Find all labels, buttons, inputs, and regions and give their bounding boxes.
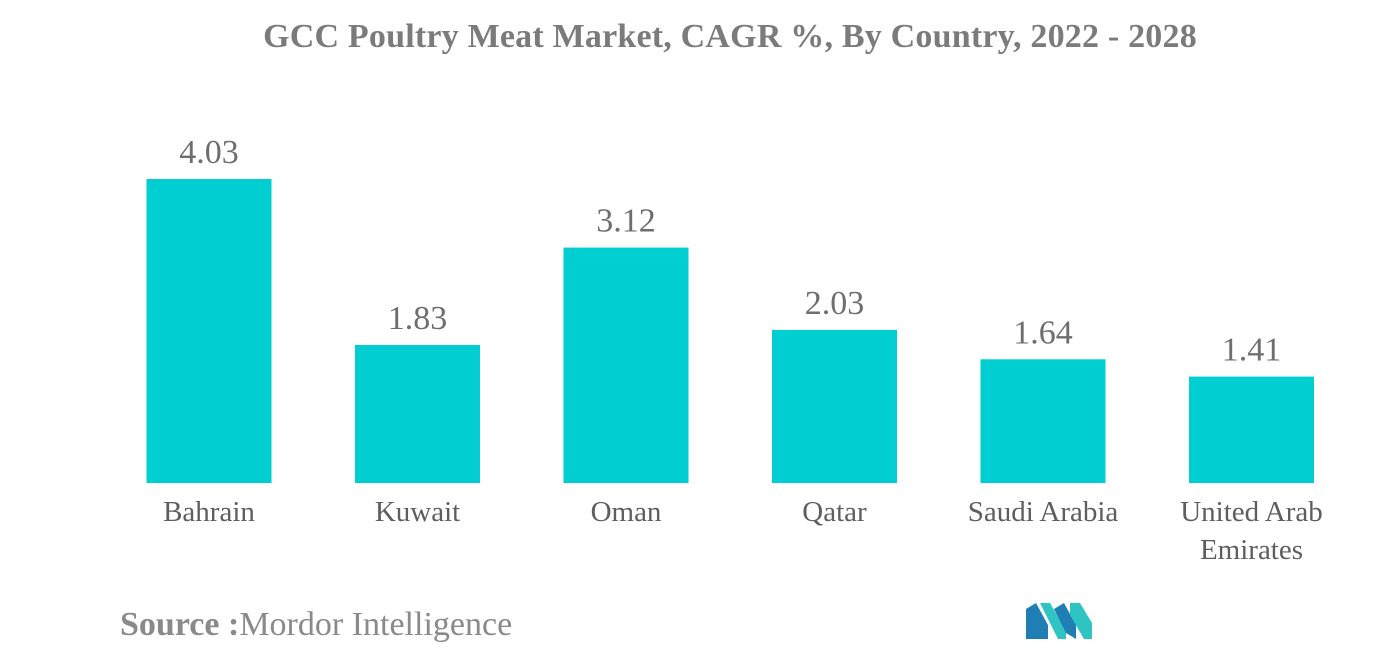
bar-qatar	[772, 329, 897, 483]
bar-bahrain	[146, 179, 272, 483]
mordor-intelligence-logo-icon	[1026, 603, 1092, 639]
bar-value-label: 1.41	[1222, 332, 1282, 369]
bar-saudi-arabia	[980, 359, 1106, 483]
x-tick-label: United Arab	[1180, 496, 1323, 528]
bar-united-arab-emirates	[1189, 376, 1314, 483]
source-label: Source :	[120, 606, 240, 643]
source-note: Source :Mordor Intelligence	[120, 606, 512, 644]
x-tick-label: Kuwait	[375, 496, 460, 528]
bar-kuwait	[355, 345, 480, 483]
x-tick-label: Emirates	[1200, 534, 1303, 566]
category-labels-layer: Bahrain Kuwait Oman Qatar Saudi Arabia United…	[163, 496, 1323, 566]
bar-value-label: 1.64	[1013, 314, 1073, 351]
chart-title: GCC Poultry Meat Market, CAGR %, By Coun…	[263, 18, 1197, 55]
x-tick-label: Oman	[591, 496, 662, 528]
bar-value-label: 3.12	[596, 203, 656, 240]
value-labels-layer: 4.03 1.83 3.12 2.03 1.64 1.41	[179, 134, 1281, 369]
x-tick-label: Bahrain	[163, 496, 255, 528]
source-text: Mordor Intelligence	[239, 606, 513, 643]
x-tick-label: Saudi Arabia	[968, 496, 1119, 528]
bar-oman	[563, 247, 689, 483]
x-tick-label: Qatar	[802, 496, 867, 528]
bars-layer	[146, 179, 1314, 483]
bar-value-label: 2.03	[805, 285, 865, 322]
bar-value-label: 4.03	[179, 134, 239, 171]
bar-value-label: 1.83	[388, 300, 448, 337]
